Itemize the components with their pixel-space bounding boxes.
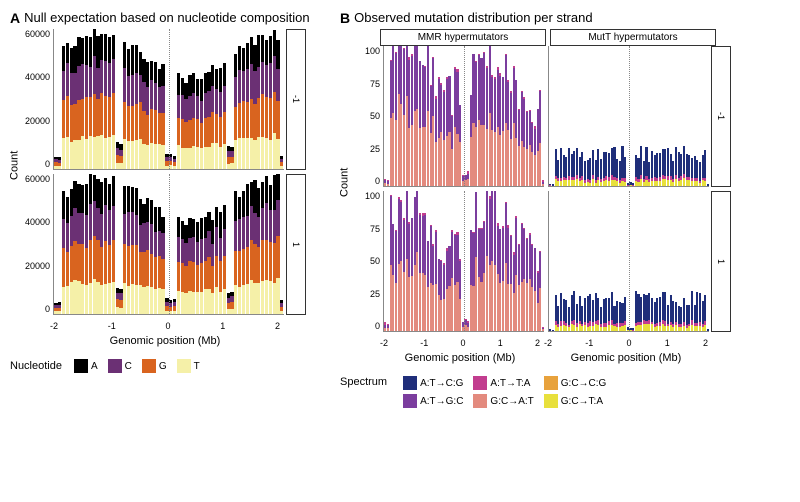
panel-b-charts: MMR hypermutators MutT hypermutators Cou… xyxy=(340,29,760,364)
legend-nuc-G: G xyxy=(142,359,167,373)
panel-b-legend: Spectrum A:T→C:G A:T→G:C A:T→T:A G:C→A:T G:C… xyxy=(340,376,760,408)
panel-b-letter: B xyxy=(340,10,350,26)
legend-spec: G:C→A:T xyxy=(473,394,533,408)
legend-spec: A:T→C:G xyxy=(403,376,463,390)
panel-b: B Observed mutation distribution per str… xyxy=(340,10,760,408)
legend-spec: G:C→C:G xyxy=(544,376,607,390)
panel-a-title: Null expectation based on nucleotide com… xyxy=(24,10,309,25)
panel-b-xaxis-2: -2-1012 xyxy=(544,336,708,350)
panel-b-plot-1-1 xyxy=(548,191,709,332)
panel-a-legend-title: Nucleotide xyxy=(10,360,62,372)
panel-b-plot-0-1 xyxy=(383,191,544,332)
panel-b-legend-title: Spectrum xyxy=(340,376,387,388)
facet-mutt: MutT hypermutators xyxy=(550,29,716,46)
panel-b-plot-0--1 xyxy=(383,46,544,187)
panel-b-strip-1: 1 xyxy=(711,191,731,332)
legend-nuc-T: T xyxy=(177,359,200,373)
panel-b-plot-1--1 xyxy=(548,46,709,187)
legend-spec: G:C→T:A xyxy=(544,394,607,408)
panel-a-strip--1: -1 xyxy=(286,29,306,170)
panel-a-xlabel: Genomic position (Mb) xyxy=(50,335,280,347)
panel-b-strip--1: -1 xyxy=(711,46,731,187)
panel-b-xlabel-1: Genomic position (Mb) xyxy=(380,352,540,364)
panel-a-plot--1 xyxy=(53,29,284,170)
panel-a-xaxis: -2-1012 xyxy=(50,319,280,333)
legend-nuc-A: A xyxy=(74,359,98,373)
panel-a-legend: Nucleotide ACGT xyxy=(10,359,320,373)
figure: A Null expectation based on nucleotide c… xyxy=(10,10,790,408)
legend-spec: A:T→G:C xyxy=(403,394,463,408)
panel-a-plot-1 xyxy=(53,174,284,315)
panel-a: A Null expectation based on nucleotide c… xyxy=(10,10,320,408)
panel-b-xaxis-1: -2-1012 xyxy=(380,336,540,350)
panel-a-strip-1: 1 xyxy=(286,174,306,315)
facet-mmr: MMR hypermutators xyxy=(380,29,546,46)
panel-a-letter: A xyxy=(10,10,20,26)
panel-b-xlabel-2: Genomic position (Mb) xyxy=(544,352,708,364)
panel-b-title: Observed mutation distribution per stran… xyxy=(354,10,592,25)
legend-spec: A:T→T:A xyxy=(473,376,533,390)
panel-a-charts: Count 6000040000200000-16000040000200000… xyxy=(10,29,320,347)
legend-nuc-C: C xyxy=(108,359,132,373)
